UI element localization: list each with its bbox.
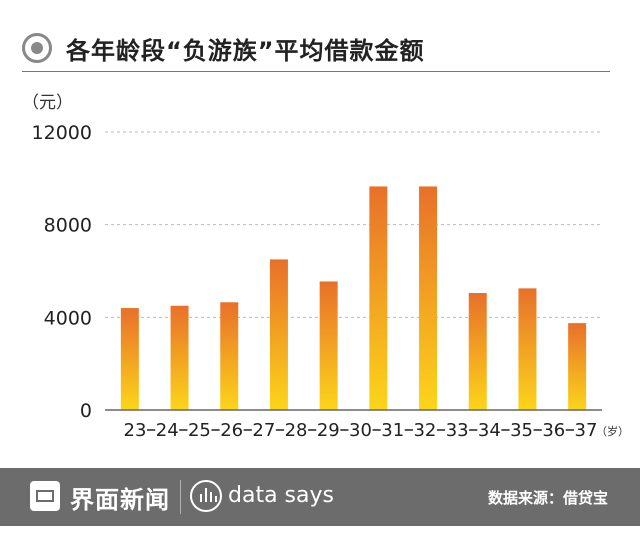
- bar-27-28: [319, 281, 338, 410]
- bar-chart: （元） 0 4000 8000 12000 23 24 25 26 27 28 29 30 31 32 3…: [22, 93, 629, 441]
- x-tick-label: 33: [446, 420, 469, 441]
- x-tick-label: 24: [156, 420, 179, 441]
- x-tick-label: 37: [575, 420, 598, 441]
- x-tick-label: 32: [413, 420, 436, 441]
- x-tick-label: 31: [381, 420, 404, 441]
- x-tick-label: 26: [220, 420, 243, 441]
- y-axis-unit: （元）: [22, 93, 73, 113]
- bar-31-32: [518, 288, 537, 410]
- data-source: 数据来源：借贷宝: [487, 489, 608, 507]
- x-tick-label: 25: [188, 420, 211, 441]
- brand-name: 界面新闻: [70, 486, 170, 514]
- x-tick-label: 34: [478, 420, 501, 441]
- chart-title-row: 各年龄段“负游族”平均借款金额: [22, 26, 425, 70]
- bar-23-24: [120, 308, 139, 410]
- chart-title: 各年龄段“负游族”平均借款金额: [66, 36, 425, 65]
- bar-28-29: [369, 186, 388, 410]
- bar-26-27: [269, 259, 288, 410]
- datasays-logo-icon: [190, 480, 222, 512]
- title-underline: [22, 71, 610, 72]
- x-tick-label: 35: [510, 420, 533, 441]
- x-tick-label: 36: [542, 420, 565, 441]
- y-tick-label: 8000: [44, 215, 92, 237]
- y-tick-label: 0: [80, 400, 92, 422]
- bar-24-25: [170, 305, 189, 410]
- x-tick-label: 23: [124, 420, 147, 441]
- bar-32-33: [568, 323, 587, 410]
- y-tick-label: 12000: [32, 122, 92, 144]
- title-bullet-icon: [22, 33, 52, 63]
- datasays-label: data says: [228, 483, 334, 508]
- x-tick-label: 27: [252, 420, 275, 441]
- jiemian-logo-icon: [30, 481, 60, 511]
- x-tick-label: 29: [317, 420, 340, 441]
- bar-29-30: [419, 186, 438, 410]
- y-tick-label: 4000: [44, 307, 92, 329]
- footer-divider: [180, 480, 181, 514]
- footer-bar: 界面新闻 data says 数据来源：借贷宝: [0, 468, 640, 526]
- x-axis-unit: （岁）: [596, 424, 629, 438]
- x-tick-label: 28: [285, 420, 308, 441]
- bar-25-26: [220, 302, 239, 410]
- bar-30-31: [468, 293, 487, 410]
- x-tick-label: 30: [349, 420, 372, 441]
